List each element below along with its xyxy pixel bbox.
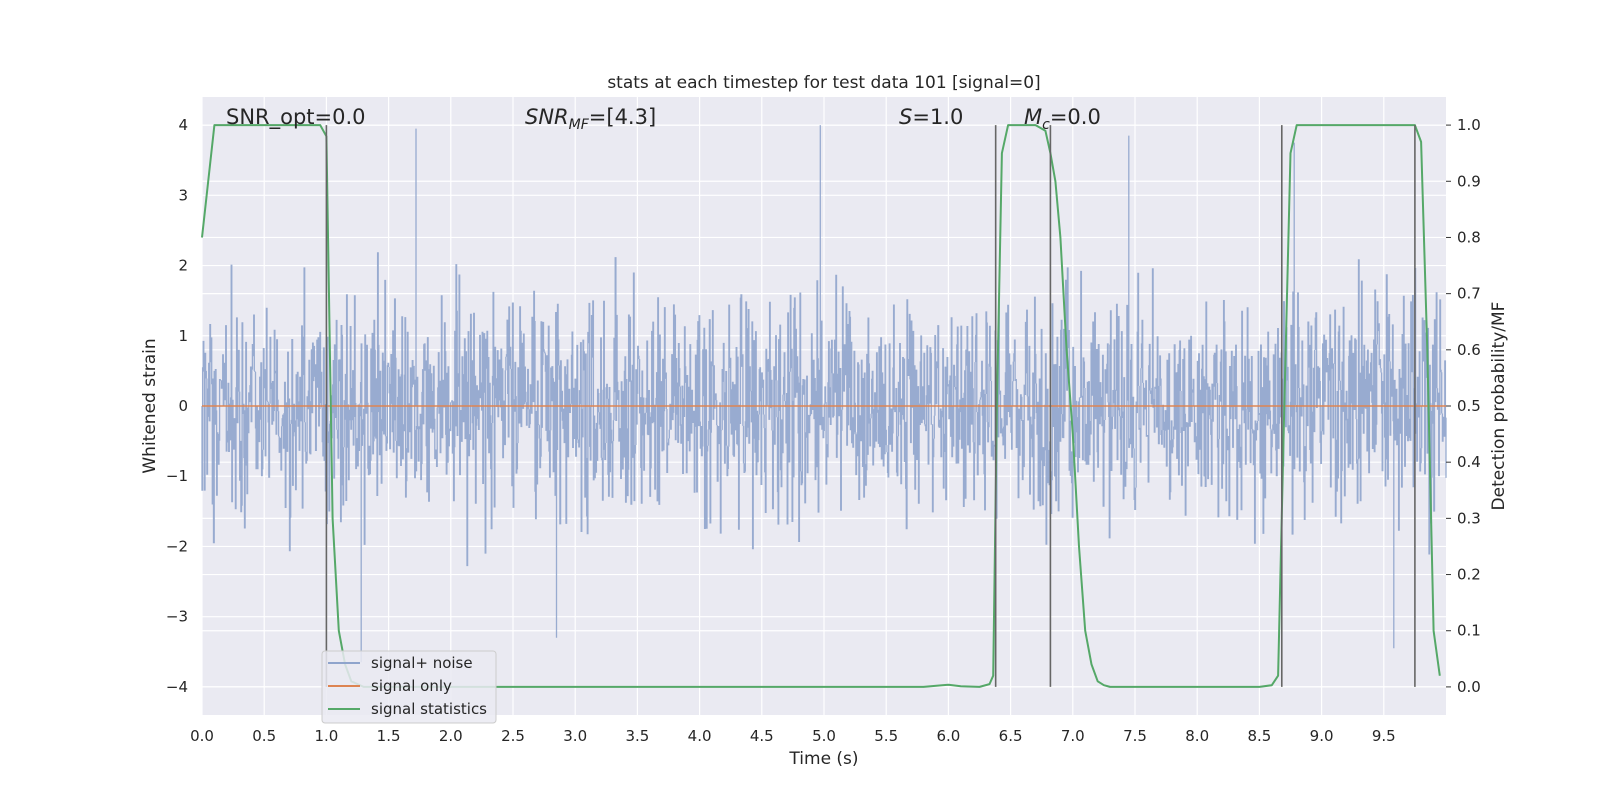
annotation-s: S=1.0 <box>899 105 963 129</box>
y-tick-label-left: 1 <box>178 327 188 345</box>
y-tick-label-right: 0.5 <box>1457 397 1481 415</box>
x-tick-label: 0.5 <box>252 727 276 745</box>
vertical-markers <box>325 125 1416 687</box>
legend-label-signal-noise: signal+ noise <box>371 654 473 672</box>
legend-box <box>321 650 497 724</box>
x-tick-label: 9.5 <box>1372 727 1396 745</box>
annotation-mc-base: M <box>1024 105 1042 129</box>
legend-label-signal-only: signal only <box>371 677 452 695</box>
x-axis-label: Time (s) <box>788 749 858 769</box>
y-tick-label-right: 0.3 <box>1457 509 1481 527</box>
y-axis-label-right: Detection probability/MF <box>1489 302 1509 511</box>
annotation-mc-sub: c <box>1042 117 1050 133</box>
y-tick-label-right: 0.4 <box>1457 453 1481 471</box>
x-tick-label: 7.0 <box>1061 727 1085 745</box>
annotation-mc: Mc=0.0 <box>1024 105 1101 133</box>
y-tick-label-left: 2 <box>178 257 188 275</box>
x-tick-label: 8.5 <box>1247 727 1271 745</box>
y-tick-label-left: 4 <box>178 116 188 134</box>
x-tick-label: 4.0 <box>688 727 712 745</box>
y-tick-label-left: 3 <box>178 186 188 204</box>
y-tick-label-left: 0 <box>178 397 188 415</box>
y-axis-label-left: Whitened strain <box>140 338 160 473</box>
chart-title: stats at each timestep for test data 101… <box>607 73 1040 93</box>
y-tick-label-right: 0.6 <box>1457 341 1481 359</box>
x-tick-label: 4.5 <box>750 727 774 745</box>
x-tick-label: 3.5 <box>625 727 649 745</box>
y-tick-label-right: 0.8 <box>1457 228 1481 246</box>
x-tick-label: 6.5 <box>999 727 1023 745</box>
annotation-s-label: S <box>899 105 912 129</box>
x-tick-label: 1.0 <box>314 727 338 745</box>
y-tick-label-left: −3 <box>166 608 188 626</box>
x-tick-label: 8.0 <box>1185 727 1209 745</box>
x-tick-label: 5.5 <box>874 727 898 745</box>
y-tick-label-right: 1.0 <box>1457 116 1481 134</box>
x-tick-label: 2.0 <box>439 727 463 745</box>
series-signal-statistics <box>201 124 1441 688</box>
y-tick-label-right: 0.7 <box>1457 285 1481 303</box>
y-tick-label-right: 0.9 <box>1457 172 1481 190</box>
annotation-snr-mf-sub: MF <box>569 117 590 133</box>
y-tick-label-left: −2 <box>166 537 188 555</box>
annotation-snr-opt: SNR_opt=0.0 <box>226 105 366 130</box>
axes-ticks: 0.0 0.5 1.0 1.5 2.0 2.5 3.0 3.5 4.0 4.5 5.0 5.5 6.0 6… <box>166 116 1481 745</box>
x-tick-label: 2.5 <box>501 727 525 745</box>
annotation-snr-mf-rest: =[4.3] <box>589 105 656 129</box>
x-tick-label: 0.0 <box>190 727 214 745</box>
y-tick-label-right: 0.1 <box>1457 622 1481 640</box>
x-tick-label: 5.0 <box>812 727 836 745</box>
x-tick-label: 3.0 <box>563 727 587 745</box>
legend-label-signal-statistics: signal statistics <box>371 700 487 718</box>
x-tick-label: 9.0 <box>1310 727 1334 745</box>
annotation-snr-mf-base: SNR <box>525 105 569 129</box>
y-tick-label-right: 0.2 <box>1457 566 1481 584</box>
noise-series <box>201 125 1447 663</box>
x-tick-label: 6.0 <box>936 727 960 745</box>
annotation-snr-mf: SNRMF=[4.3] <box>525 105 656 133</box>
x-tick-label: 7.5 <box>1123 727 1147 745</box>
y-tick-label-right: 0.0 <box>1457 678 1481 696</box>
y-tick-label-left: −4 <box>166 678 188 696</box>
annotation-mc-rest: =0.0 <box>1050 105 1101 129</box>
legend: signal+ noise signal only signal statist… <box>321 650 497 724</box>
annotation-s-rest: =1.0 <box>912 105 963 129</box>
series-signal-noise <box>201 125 1447 663</box>
x-tick-label: 1.5 <box>377 727 401 745</box>
y-tick-label-left: −1 <box>166 467 188 485</box>
series-lines <box>201 124 1446 688</box>
